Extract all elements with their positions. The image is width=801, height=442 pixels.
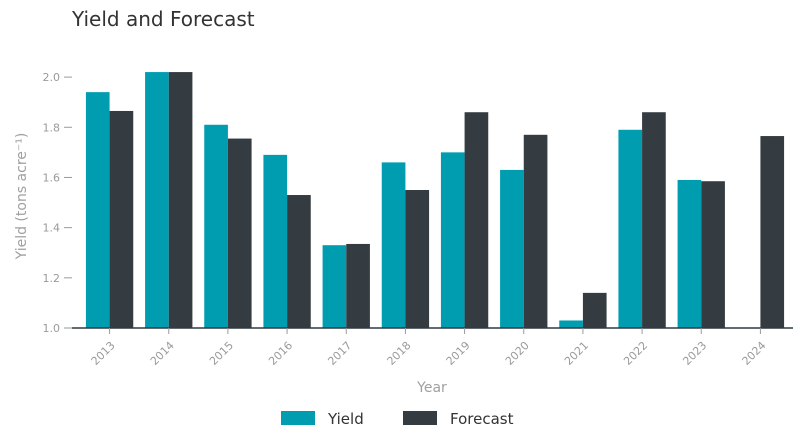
x-tick-label: 2020 [503, 339, 532, 368]
x-tick-label: 2019 [444, 339, 473, 368]
x-tick-label: 2018 [385, 339, 414, 368]
x-tick-label: 2024 [740, 339, 769, 368]
bar-yield-2021 [559, 320, 583, 328]
x-tick-label: 2022 [621, 339, 650, 368]
y-tick-label: 1.2 [43, 272, 61, 285]
bar-forecast-2020 [523, 134, 548, 328]
bar-forecast-2022 [642, 112, 666, 328]
bar-yield-2022 [618, 129, 643, 328]
legend-label-yield: Yield [327, 410, 364, 428]
y-axis: 1.0 1.2 1.4 1.6 1.8 2.0 [43, 71, 72, 335]
bar-yield-2023 [677, 179, 702, 328]
x-tick-label: 2023 [680, 339, 709, 368]
x-tick-label: 2014 [148, 339, 177, 368]
bar-forecast-2014 [168, 72, 193, 328]
x-tick-label: 2017 [325, 339, 354, 368]
y-tick-label: 1.0 [43, 322, 61, 335]
y-tick-label: 1.4 [43, 222, 61, 235]
x-tick-label: 2016 [266, 339, 295, 368]
bar-yield-2014 [145, 72, 169, 328]
bar-yield-2018 [381, 162, 406, 328]
bar-yield-2019 [440, 152, 465, 328]
x-tick-label: 2013 [89, 339, 118, 368]
bar-forecast-2021 [582, 292, 607, 328]
bar-forecast-2018 [405, 190, 430, 328]
legend: Yield Forecast [281, 410, 514, 428]
bar-yield-2015 [204, 124, 228, 328]
bar-yield-2013 [85, 92, 110, 329]
bar-forecast-2013 [109, 110, 134, 328]
bar-forecast-2023 [701, 181, 725, 328]
bar-forecast-2024 [760, 136, 785, 328]
legend-swatch-forecast [403, 411, 437, 425]
bar-forecast-2019 [464, 112, 489, 328]
y-axis-title: Yield (tons acre⁻¹) [14, 133, 30, 261]
bar-yield-2020 [500, 169, 524, 328]
bar-forecast-2015 [227, 138, 252, 328]
x-axis-title: Year [416, 380, 447, 396]
x-axis: 2013 2014 2015 2016 2017 2018 2019 2020 2021 2022… [89, 328, 769, 368]
bars-group [85, 72, 785, 329]
legend-swatch-yield [281, 411, 315, 425]
legend-label-forecast: Forecast [450, 410, 514, 428]
bar-yield-2017 [322, 245, 347, 328]
bar-forecast-2017 [346, 243, 370, 328]
x-tick-label: 2021 [562, 339, 591, 368]
y-tick-label: 1.6 [43, 171, 61, 184]
bar-yield-2016 [263, 154, 288, 328]
chart-title: Yield and Forecast [71, 7, 255, 31]
y-tick-label: 2.0 [43, 71, 61, 84]
x-tick-label: 2015 [207, 339, 236, 368]
y-tick-label: 1.8 [43, 121, 61, 134]
bar-forecast-2016 [287, 195, 311, 328]
